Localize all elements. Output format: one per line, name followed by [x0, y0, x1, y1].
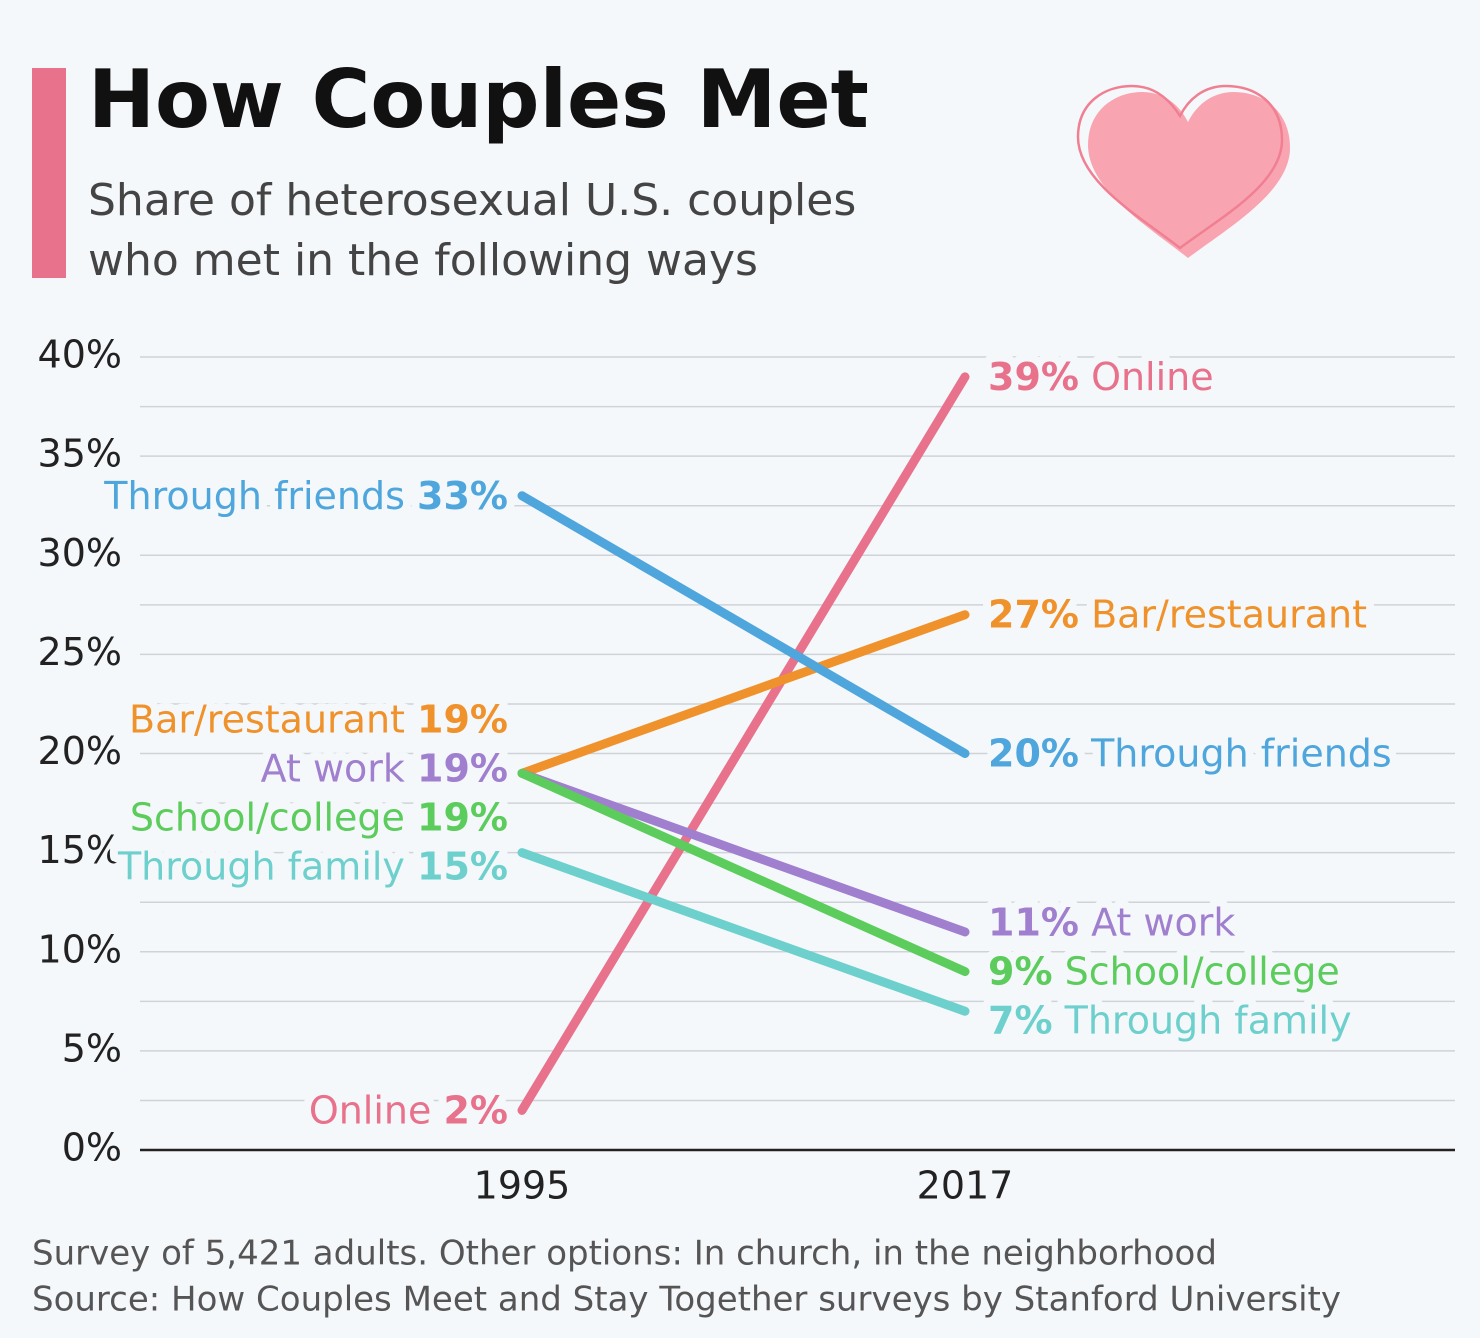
- y-tick-label: 35%: [38, 432, 122, 476]
- left-label: Through family 15%: [117, 844, 508, 888]
- value-label: 9%: [988, 949, 1053, 993]
- value-label: 11%: [988, 900, 1079, 944]
- source-note: Source: How Couples Meet and Stay Togeth…: [32, 1280, 1341, 1320]
- right-label: 39% Online: [988, 354, 1214, 398]
- right-label: 20% Through friends: [988, 731, 1392, 775]
- right-label: 9% School/college: [988, 949, 1340, 993]
- y-tick-label: 10%: [38, 927, 122, 971]
- footnote: Survey of 5,421 adults. Other options: I…: [32, 1234, 1217, 1274]
- y-tick-label: 5%: [62, 1026, 122, 1070]
- series-line: [517, 372, 970, 1115]
- series-name: Through friends: [1090, 731, 1392, 775]
- spacer: [1079, 731, 1091, 775]
- series-name: Through friends: [103, 473, 405, 517]
- value-label: 15%: [417, 844, 508, 888]
- left-label: At work 19%: [261, 746, 508, 790]
- chart-subtitle: who met in the following ways: [88, 235, 758, 286]
- series-name: Through family: [117, 844, 405, 888]
- spacer: [405, 697, 417, 741]
- value-label: 27%: [988, 592, 1079, 636]
- series-line: [517, 610, 970, 778]
- y-tick-label: 0%: [62, 1126, 122, 1170]
- series-line: [517, 768, 970, 977]
- spacer: [431, 1088, 443, 1132]
- heart-icon: [1076, 84, 1290, 258]
- left-label: Bar/restaurant 19%: [129, 697, 508, 741]
- series-name: At work: [261, 746, 405, 790]
- series-name: School/college: [130, 795, 405, 839]
- series-name: Online: [309, 1088, 432, 1132]
- value-label: 19%: [417, 697, 508, 741]
- series-name: School/college: [1065, 949, 1340, 993]
- series-line: [517, 848, 970, 1016]
- right-label: 11% At work: [988, 900, 1235, 944]
- y-tick-label: 30%: [38, 531, 122, 575]
- spacer: [1079, 900, 1091, 944]
- chart-title: How Couples Met: [88, 53, 869, 146]
- series-line: [517, 491, 970, 758]
- value-label: 33%: [417, 473, 508, 517]
- y-tick-label: 25%: [38, 630, 122, 674]
- series-name: Bar/restaurant: [1091, 592, 1367, 636]
- chart-subtitle: Share of heterosexual U.S. couples: [88, 175, 856, 226]
- spacer: [1053, 949, 1065, 993]
- value-label: 39%: [988, 354, 1079, 398]
- right-label: 7% Through family: [988, 998, 1352, 1042]
- series-line: [517, 768, 970, 937]
- series-name: At work: [1091, 900, 1235, 944]
- spacer: [1079, 592, 1091, 636]
- value-label: 19%: [417, 795, 508, 839]
- series-name: Online: [1091, 354, 1214, 398]
- left-label: Through friends 33%: [103, 473, 508, 517]
- y-tick-label: 40%: [38, 333, 122, 377]
- x-tick-label: 1995: [474, 1164, 571, 1208]
- x-tick-label: 2017: [917, 1164, 1014, 1208]
- value-label: 2%: [443, 1088, 508, 1132]
- right-label: 27% Bar/restaurant: [988, 592, 1367, 636]
- spacer: [405, 746, 417, 790]
- spacer: [405, 473, 417, 517]
- y-tick-label: 15%: [38, 828, 122, 872]
- spacer: [405, 795, 417, 839]
- value-label: 7%: [988, 998, 1053, 1042]
- spacer: [1079, 354, 1091, 398]
- value-label: 19%: [417, 746, 508, 790]
- y-tick-label: 20%: [38, 729, 122, 773]
- spacer: [1053, 998, 1065, 1042]
- series-name: Through family: [1064, 998, 1352, 1042]
- left-label: School/college 19%: [130, 795, 508, 839]
- title-accent-bar: [32, 68, 66, 278]
- left-label: Online 2%: [309, 1088, 508, 1132]
- value-label: 20%: [988, 731, 1079, 775]
- spacer: [405, 844, 417, 888]
- series-name: Bar/restaurant: [129, 697, 405, 741]
